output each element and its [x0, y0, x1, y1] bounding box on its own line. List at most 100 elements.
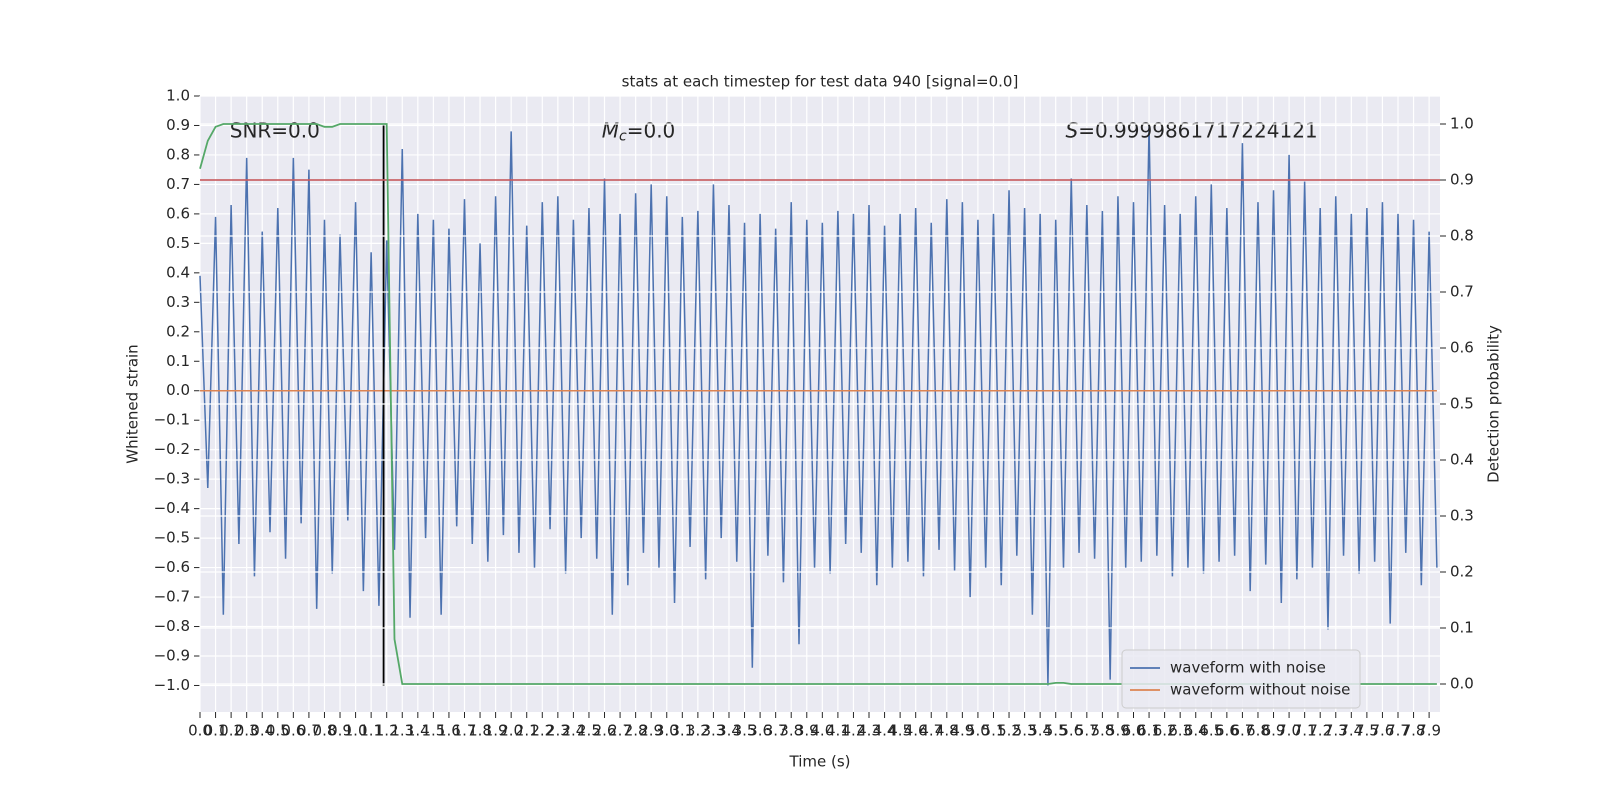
x-tick-label: 4.8 — [935, 722, 959, 740]
x-tick-label: 0.2 — [219, 722, 243, 740]
y-tick-label: 0.5 — [166, 234, 190, 252]
x-tick-label: 4.5 — [888, 722, 912, 740]
y2-tick-label: 0.9 — [1450, 171, 1474, 189]
x-tick-label: 5.9 — [1106, 722, 1130, 740]
y-tick-label: 0.2 — [166, 322, 190, 340]
annotation-text: =0.9999861717224121 — [1078, 118, 1317, 142]
legend-box — [1121, 649, 1361, 709]
y-tick-label: −0.1 — [154, 411, 190, 429]
x-tick-label: 7.0 — [1277, 722, 1301, 740]
x-tick-label: 3.5 — [733, 722, 757, 740]
x-tick-label: 6.4 — [1184, 722, 1208, 740]
annotation-symbol: S — [1066, 118, 1079, 142]
x-tick-label: 5.5 — [1044, 722, 1068, 740]
x-tick-label: 7.4 — [1339, 722, 1363, 740]
y-tick-label: −0.4 — [154, 499, 190, 517]
y-tick-label: 0.6 — [166, 204, 190, 222]
x-tick-label: 4.9 — [950, 722, 974, 740]
x-tick-label: 1.7 — [453, 722, 477, 740]
x-tick-label: 1.3 — [390, 722, 414, 740]
x-tick-label: 2.8 — [624, 722, 648, 740]
x-tick-label: 2.6 — [593, 722, 617, 740]
x-tick-label: 0.4 — [250, 722, 274, 740]
x-tick-label: 0.1 — [204, 722, 228, 740]
x-tick-label: 6.2 — [1153, 722, 1177, 740]
x-tick-label: 0.9 — [328, 722, 352, 740]
y-tick-label: −0.3 — [154, 470, 190, 488]
x-tick-label: 3.4 — [717, 722, 741, 740]
x-tick-label: 4.7 — [919, 722, 943, 740]
x-tick-label: 7.2 — [1308, 722, 1332, 740]
y-axis-label: Whitened strain — [124, 344, 142, 463]
x-tick-label: 2.5 — [577, 722, 601, 740]
x-tick-label: 4.1 — [826, 722, 850, 740]
x-tick-label: 1.4 — [406, 722, 430, 740]
y2-tick-label: 0.6 — [1450, 339, 1474, 357]
annotation: SNR=0.0 — [230, 118, 320, 142]
x-tick-label: 4.4 — [873, 722, 897, 740]
y2-tick-label: 0.5 — [1450, 395, 1474, 413]
x-tick-label: 3.3 — [701, 722, 725, 740]
y-tick-label: −0.7 — [154, 588, 190, 606]
y2-tick-label: 0.8 — [1450, 227, 1474, 245]
x-tick-label: 6.6 — [1215, 722, 1239, 740]
y-tick-label: 1.0 — [166, 87, 190, 105]
y-tick-label: −1.0 — [154, 676, 190, 694]
x-tick-label: 7.1 — [1293, 722, 1317, 740]
y-tick-label: 0.8 — [166, 145, 190, 163]
y-tick-label: 0.0 — [166, 381, 190, 399]
x-tick-label: 5.1 — [982, 722, 1006, 740]
y2-tick-label: 0.2 — [1450, 563, 1474, 581]
legend-label: waveform with noise — [1170, 659, 1326, 677]
x-tick-label: 7.9 — [1417, 722, 1441, 740]
x-tick-label: 4.2 — [842, 722, 866, 740]
x-tick-label: 5.0 — [966, 722, 990, 740]
annotation-subscript: c — [619, 129, 627, 145]
x-tick-label: 2.2 — [530, 722, 554, 740]
x-tick-label: 6.0 — [1122, 722, 1146, 740]
y-tick-label: −0.5 — [154, 529, 190, 547]
y2-tick-label: 0.3 — [1450, 507, 1474, 525]
y2-tick-label: 0.7 — [1450, 283, 1474, 301]
x-tick-label: 5.7 — [1075, 722, 1099, 740]
x-tick-label: 5.4 — [1028, 722, 1052, 740]
x-tick-label: 2.9 — [639, 722, 663, 740]
x-tick-label: 2.4 — [561, 722, 585, 740]
annotation-text: SNR=0.0 — [230, 118, 320, 142]
y-tick-label: 0.4 — [166, 263, 190, 281]
y-tick-label: 0.9 — [166, 116, 190, 134]
x-tick-label: 0.3 — [235, 722, 259, 740]
y-tick-label: 0.1 — [166, 352, 190, 370]
x-tick-label: 5.2 — [997, 722, 1021, 740]
x-tick-label: 1.8 — [468, 722, 492, 740]
x-tick-label: 3.7 — [764, 722, 788, 740]
x-tick-label: 5.6 — [1059, 722, 1083, 740]
annotation: S=0.9999861717224121 — [1066, 118, 1318, 142]
x-tick-label: 5.3 — [1013, 722, 1037, 740]
x-tick-label: 1.2 — [375, 722, 399, 740]
x-tick-label: 6.3 — [1168, 722, 1192, 740]
x-tick-label: 6.1 — [1137, 722, 1161, 740]
chart-title: stats at each timestep for test data 940… — [622, 73, 1019, 91]
x-tick-label: 7.8 — [1402, 722, 1426, 740]
x-tick-label: 0.7 — [297, 722, 321, 740]
x-tick-label: 2.3 — [546, 722, 570, 740]
x-tick-label: 2.0 — [499, 722, 523, 740]
x-tick-label: 4.0 — [810, 722, 834, 740]
x-tick-label: 1.6 — [437, 722, 461, 740]
x-tick-label: 0.8 — [313, 722, 337, 740]
x-axis-label: Time (s) — [789, 753, 851, 771]
x-tick-label: 2.7 — [608, 722, 632, 740]
y-tick-label: 0.7 — [166, 175, 190, 193]
x-tick-label: 3.9 — [795, 722, 819, 740]
x-tick-label: 7.7 — [1386, 722, 1410, 740]
annotation-text: =0.0 — [627, 118, 676, 142]
series-line — [199, 125, 1438, 686]
x-tick-label: 5.8 — [1090, 722, 1114, 740]
y-tick-label: −0.9 — [154, 647, 190, 665]
legend-label: waveform without noise — [1170, 681, 1350, 699]
x-tick-label: 7.5 — [1355, 722, 1379, 740]
x-tick-label: 6.7 — [1230, 722, 1254, 740]
x-tick-label: 4.6 — [904, 722, 928, 740]
